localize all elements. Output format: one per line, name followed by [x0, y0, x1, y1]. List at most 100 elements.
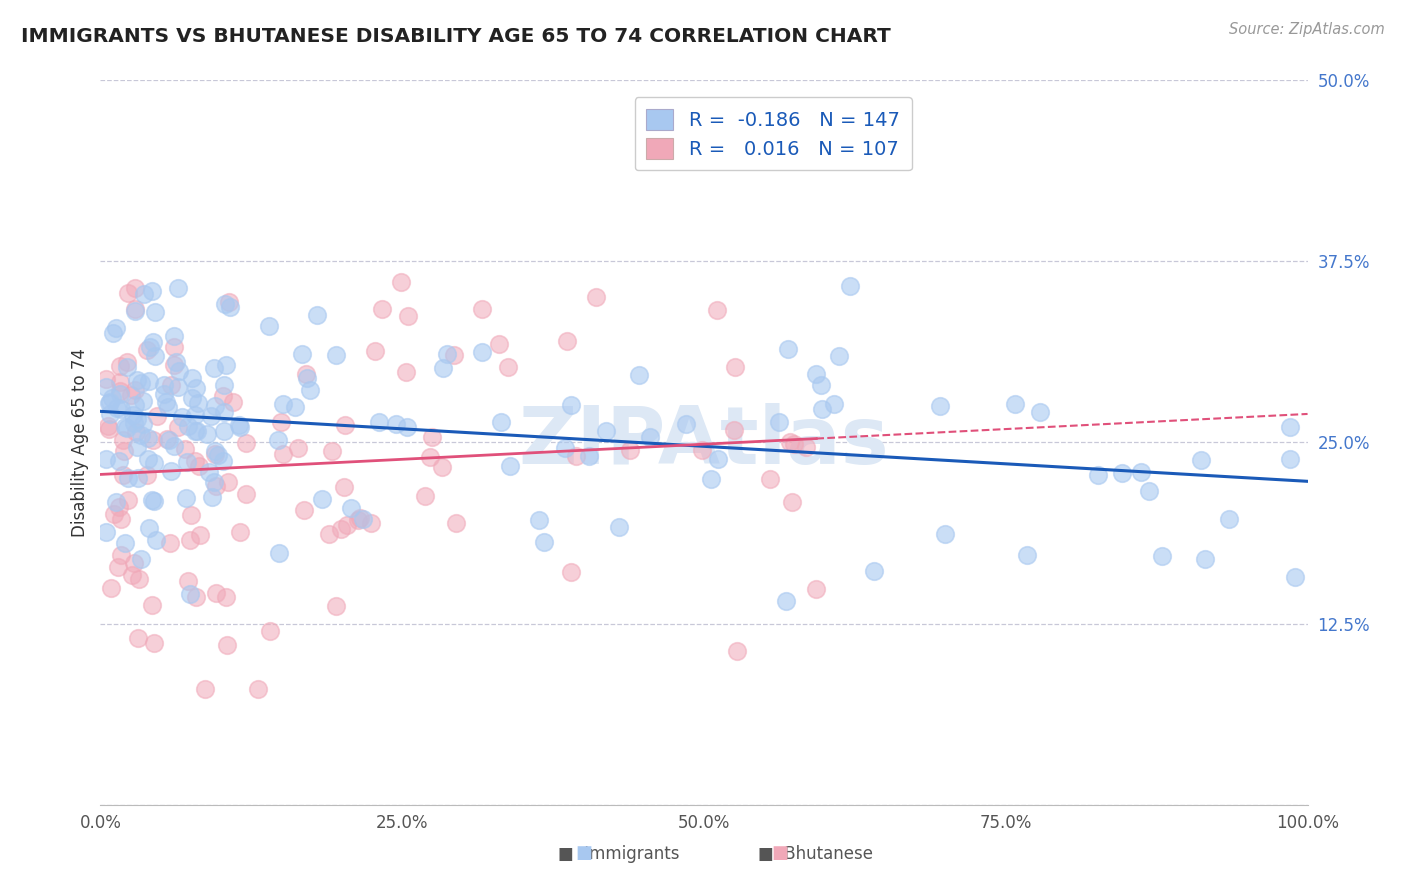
Point	[179, 533, 201, 548]
Point	[176, 419, 198, 434]
Text: ■  Immigrants: ■ Immigrants	[558, 846, 679, 863]
Point	[107, 560, 129, 574]
Point	[1189, 453, 1212, 467]
Point	[271, 396, 294, 410]
Point	[420, 430, 443, 444]
Point	[167, 419, 190, 434]
Point	[215, 358, 238, 372]
Point	[706, 303, 728, 318]
Point	[214, 591, 236, 605]
Point	[578, 449, 600, 463]
Point	[370, 302, 392, 317]
Point	[292, 503, 315, 517]
Point	[333, 480, 356, 494]
Point	[117, 471, 139, 485]
Point	[779, 434, 801, 449]
Point	[108, 387, 131, 401]
Point	[101, 326, 124, 341]
Point	[127, 412, 149, 426]
Point	[186, 424, 208, 438]
Point	[1029, 404, 1052, 418]
Point	[125, 425, 148, 439]
Point	[794, 440, 817, 454]
Point	[471, 345, 494, 359]
Point	[259, 624, 281, 638]
Point	[443, 348, 465, 362]
Point	[160, 464, 183, 478]
Point	[560, 566, 582, 580]
Point	[432, 360, 454, 375]
Point	[108, 375, 131, 389]
Point	[828, 349, 851, 363]
Point	[287, 441, 309, 455]
Point	[114, 420, 136, 434]
Point	[235, 436, 257, 450]
Point	[430, 460, 453, 475]
Point	[142, 433, 165, 447]
Point	[1017, 548, 1039, 562]
Point	[105, 321, 128, 335]
Point	[135, 343, 157, 358]
Point	[135, 468, 157, 483]
Point	[723, 423, 745, 437]
Point	[143, 349, 166, 363]
Point	[638, 430, 661, 444]
Point	[110, 384, 132, 399]
Point	[347, 513, 370, 527]
Point	[194, 681, 217, 696]
Point	[259, 318, 281, 333]
Point	[121, 568, 143, 582]
Text: ■: ■	[772, 844, 789, 862]
Point	[498, 359, 520, 374]
Point	[228, 419, 250, 434]
Point	[110, 401, 132, 416]
Point	[108, 359, 131, 373]
Point	[928, 399, 950, 413]
Point	[101, 391, 124, 405]
Point	[214, 297, 236, 311]
Point	[141, 493, 163, 508]
Point	[176, 455, 198, 469]
Point	[595, 424, 617, 438]
Point	[108, 500, 131, 514]
Point	[159, 536, 181, 550]
Point	[352, 511, 374, 525]
Point	[555, 334, 578, 348]
Point	[184, 591, 207, 605]
Point	[823, 397, 845, 411]
Point	[110, 548, 132, 562]
Point	[122, 408, 145, 422]
Point	[138, 521, 160, 535]
Point	[217, 475, 239, 489]
Point	[143, 305, 166, 319]
Point	[124, 304, 146, 318]
Point	[776, 343, 799, 357]
Point	[162, 439, 184, 453]
Point	[1278, 420, 1301, 434]
Point	[97, 395, 120, 409]
Point	[218, 300, 240, 314]
Text: ZIPAtlas: ZIPAtlas	[519, 403, 890, 482]
Point	[173, 442, 195, 457]
Point	[98, 407, 121, 421]
Point	[436, 347, 458, 361]
Point	[247, 681, 270, 696]
Point	[444, 516, 467, 530]
Point	[174, 491, 197, 505]
Point	[325, 599, 347, 614]
Point	[707, 451, 730, 466]
Point	[488, 337, 510, 351]
Point	[142, 334, 165, 349]
Point	[318, 526, 340, 541]
Point	[142, 494, 165, 508]
Point	[934, 526, 956, 541]
Point	[124, 398, 146, 412]
Point	[783, 437, 806, 451]
Point	[1139, 483, 1161, 498]
Point	[177, 574, 200, 589]
Point	[156, 400, 179, 414]
Point	[333, 417, 356, 432]
Point	[838, 278, 860, 293]
Text: ■: ■	[575, 844, 592, 862]
Point	[368, 416, 391, 430]
